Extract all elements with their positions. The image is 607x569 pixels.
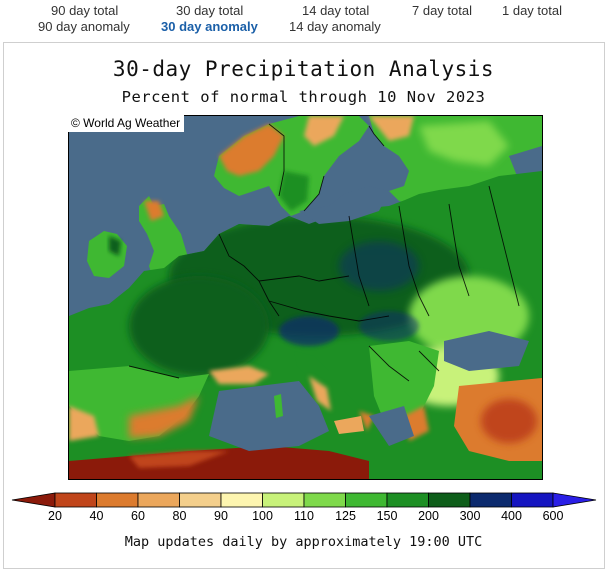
legend-swatch xyxy=(303,492,346,508)
map-title: 30-day Precipitation Analysis xyxy=(112,57,495,81)
legend-swatch xyxy=(469,492,512,508)
update-footer: Map updates daily by approximately 19:00… xyxy=(124,534,483,550)
tab-1-day-total[interactable]: 1 day total xyxy=(502,3,562,18)
copyright-label: © World Ag Weather xyxy=(68,115,185,132)
precipitation-map xyxy=(68,115,543,480)
corsica-sardinia xyxy=(274,394,283,418)
legend-swatch xyxy=(386,492,429,508)
legend-tick-label: 600 xyxy=(543,509,564,523)
black-sea xyxy=(444,331,529,371)
sicily xyxy=(334,416,364,434)
tab-bar: 90 day total 30 day total 14 day total 7… xyxy=(0,0,607,40)
legend-swatch xyxy=(511,492,554,508)
legend-swatch xyxy=(345,492,388,508)
legend-swatch xyxy=(262,492,305,508)
legend-tick-label: 90 xyxy=(214,509,228,523)
legend-tick-label: 20 xyxy=(48,509,62,523)
legend-tick-label: 80 xyxy=(173,509,187,523)
legend-arrow-high xyxy=(552,492,597,508)
color-legend: 20 40 60 80 90 100 110 125 150 200 300 400 600 xyxy=(11,492,597,523)
map-subtitle: Percent of normal through 10 Nov 2023 xyxy=(121,88,486,106)
legend-swatch xyxy=(54,492,97,508)
europe-map-graphic xyxy=(69,116,542,479)
legend-tick-label: 400 xyxy=(501,509,522,523)
legend-swatch xyxy=(179,492,222,508)
legend-swatch xyxy=(96,492,139,508)
tab-7-day-total[interactable]: 7 day total xyxy=(412,3,472,18)
legend-tick-label: 60 xyxy=(131,509,145,523)
legend-tick-label: 200 xyxy=(418,509,439,523)
legend-arrow-low xyxy=(11,492,56,508)
legend-tick-label: 110 xyxy=(294,509,314,523)
legend-tick-label: 150 xyxy=(377,509,398,523)
legend-tick-label: 100 xyxy=(252,509,273,523)
tab-14-day-anomaly[interactable]: 14 day anomaly xyxy=(289,19,381,34)
tab-90-day-total[interactable]: 90 day total xyxy=(51,3,119,18)
legend-tick-label: 125 xyxy=(335,509,356,523)
tab-90-day-anomaly[interactable]: 90 day anomaly xyxy=(38,19,130,34)
tab-14-day-total[interactable]: 14 day total xyxy=(302,3,370,18)
tab-30-day-total[interactable]: 30 day total xyxy=(176,3,244,18)
legend-tick-label: 300 xyxy=(460,509,481,523)
legend-tick-label: 40 xyxy=(90,509,104,523)
legend-swatch xyxy=(220,492,263,508)
legend-swatch xyxy=(428,492,471,508)
legend-swatch xyxy=(137,492,180,508)
tab-30-day-anomaly[interactable]: 30 day anomaly xyxy=(161,19,258,34)
